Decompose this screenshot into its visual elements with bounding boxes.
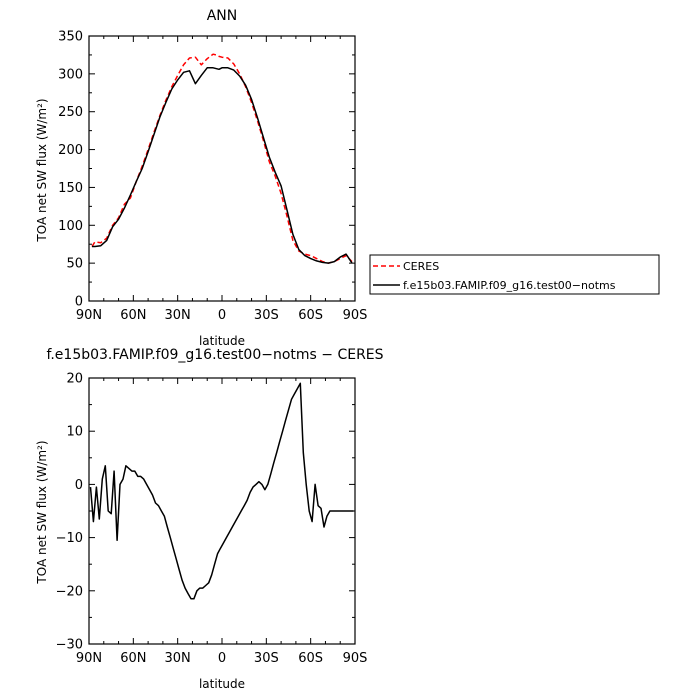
bottom-chart-xlabel: latitude xyxy=(199,677,245,691)
top-xtick-label: 90N xyxy=(76,308,102,323)
bottom-xtick-label: 30S xyxy=(254,651,279,666)
top-ytick-label: 250 xyxy=(58,105,83,120)
bottom-ytick-label: −20 xyxy=(56,584,83,599)
top-xtick-label: 90S xyxy=(343,308,368,323)
bottom-ytick-label: 0 xyxy=(75,478,83,493)
bottom-xtick-label: 90S xyxy=(343,651,368,666)
bottom-chart: f.e15b03.FAMIP.f09_g16.test00−notms − CE… xyxy=(35,347,384,691)
top-ytick-label: 100 xyxy=(58,219,83,234)
bottom-xtick-label: 60N xyxy=(120,651,146,666)
top-chart-series xyxy=(91,53,353,264)
top-xtick-label: 30S xyxy=(254,308,279,323)
top-chart-xlabel: latitude xyxy=(199,334,245,348)
top-xtick-label: 0 xyxy=(218,308,226,323)
bottom-xtick-label: 60S xyxy=(298,651,323,666)
top-series-line-0 xyxy=(91,53,353,264)
legend: CERES f.e15b03.FAMIP.f09_g16.test00−notm… xyxy=(369,254,660,295)
bottom-series-line-0 xyxy=(89,382,354,600)
top-xtick-label: 30N xyxy=(165,308,191,323)
top-xtick-label: 60S xyxy=(298,308,323,323)
top-ytick-label: 300 xyxy=(58,67,83,82)
bottom-ytick-label: 20 xyxy=(66,372,83,387)
legend-box xyxy=(369,254,660,295)
top-chart-frame xyxy=(88,35,356,302)
bottom-xtick-label: 0 xyxy=(218,651,226,666)
bottom-chart-series xyxy=(89,382,354,600)
top-ytick-label: 50 xyxy=(66,257,83,272)
bottom-ytick-label: 10 xyxy=(66,425,83,440)
legend-label-model: f.e15b03.FAMIP.f09_g16.test00−notms xyxy=(403,279,616,292)
top-series-line-1 xyxy=(92,67,353,264)
top-chart-title: ANN xyxy=(207,8,238,24)
top-ytick-label: 200 xyxy=(58,143,83,158)
bottom-chart-frame xyxy=(88,377,356,645)
top-xtick-label: 60N xyxy=(120,308,146,323)
bottom-xtick-label: 30N xyxy=(165,651,191,666)
top-ytick-label: 350 xyxy=(58,30,83,45)
top-chart-ticks: 90N 60N 30N 0 30S 60S 90S 0 50 100 150 200 250 300 350 xyxy=(58,30,367,324)
bottom-chart-ticks: 90N 60N 30N 0 30S 60S 90S −30 −20 −10 0 10 20 xyxy=(56,372,368,667)
top-ytick-label: 150 xyxy=(58,181,83,196)
top-ytick-label: 0 xyxy=(75,295,83,310)
bottom-chart-ylabel: TOA net SW flux (W/m²) xyxy=(35,440,49,584)
bottom-chart-title: f.e15b03.FAMIP.f09_g16.test00−notms − CE… xyxy=(46,347,383,363)
legend-label-ceres: CERES xyxy=(403,260,439,273)
bottom-ytick-label: −10 xyxy=(56,531,83,546)
bottom-ytick-label: −30 xyxy=(56,638,83,653)
top-chart-ylabel: TOA net SW flux (W/m²) xyxy=(35,98,49,242)
bottom-xtick-label: 90N xyxy=(76,651,102,666)
top-chart: ANN 90N 60N 30N 0 30S 60S 90S 0 50 100 150 200 250 30… xyxy=(35,8,367,348)
